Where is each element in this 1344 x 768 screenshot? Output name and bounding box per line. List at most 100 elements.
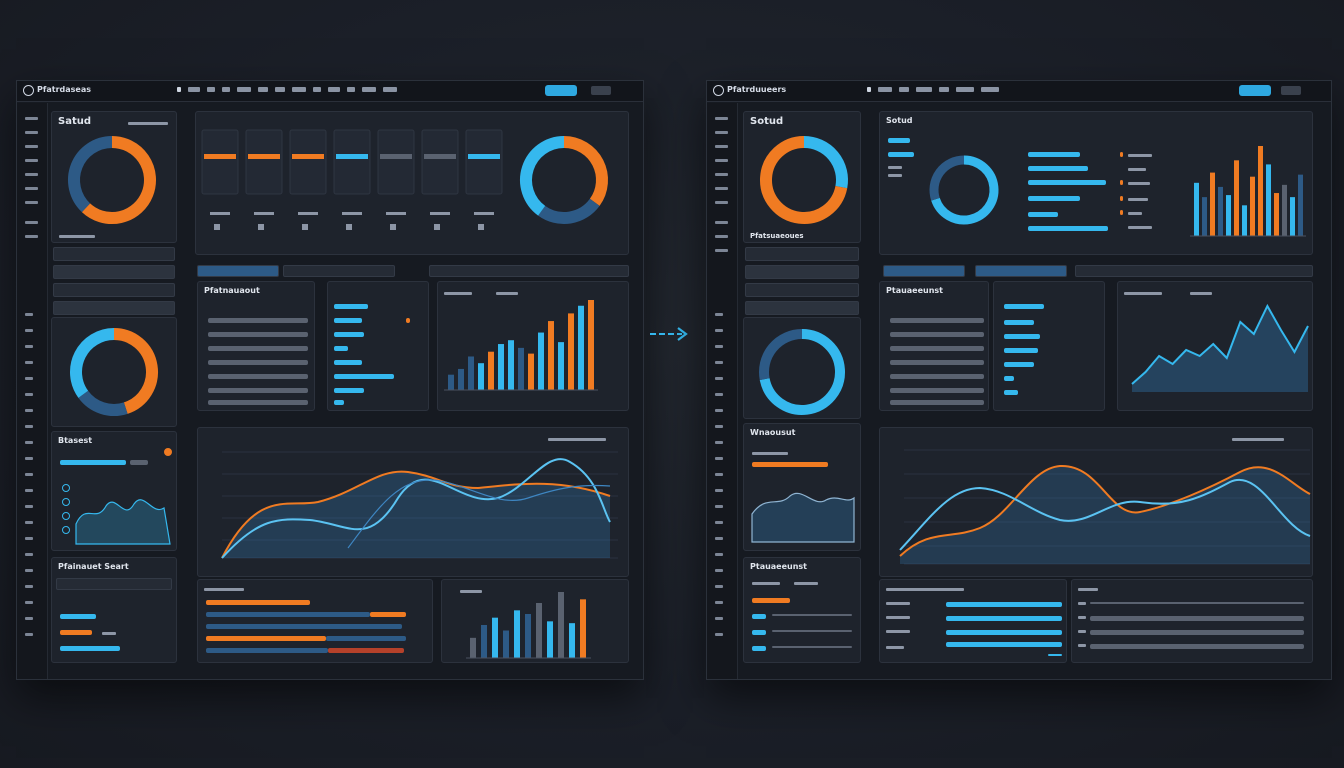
tab-overview[interactable] — [883, 265, 965, 277]
list-panel: Ptauaeeunst — [879, 281, 989, 411]
primary-button[interactable] — [1239, 85, 1271, 96]
bar-mark — [508, 340, 514, 390]
panel-title: Sotud — [750, 116, 784, 127]
tab-details[interactable] — [975, 265, 1067, 277]
bar-mark — [1298, 174, 1303, 236]
bar-mark — [547, 621, 553, 658]
donut-panel — [743, 317, 861, 419]
filter-row[interactable] — [745, 247, 859, 261]
bar-mark — [1282, 184, 1287, 236]
bar-mark — [1250, 176, 1255, 236]
donut-segment — [113, 328, 158, 414]
bar-mark — [536, 603, 542, 658]
donut-segment — [563, 136, 608, 206]
bar-mark — [468, 356, 474, 390]
donut-panel — [51, 317, 177, 427]
right-dashboard-window: Pfatrduueers Sotud Pfatsuaeoues Wnaousut — [706, 80, 1332, 680]
bar-mark — [1218, 186, 1223, 236]
tab-reports[interactable] — [1075, 265, 1313, 277]
logo-icon — [713, 85, 724, 96]
sidebar[interactable] — [707, 103, 738, 679]
bar-mark — [578, 305, 584, 390]
bar-mark — [558, 342, 564, 390]
kpi-label — [386, 212, 406, 215]
top-bar: Pfatrduueers — [707, 81, 1331, 102]
area-fill — [1132, 306, 1308, 392]
section-title: Btasest — [58, 436, 93, 445]
kpi-cards — [201, 129, 503, 230]
bar-mark — [458, 368, 464, 390]
app-brand: Pfatrdaseas — [37, 85, 91, 94]
donut-segment — [929, 155, 965, 201]
list-panel: Pfatnauaout — [197, 281, 315, 411]
kpi-label — [210, 212, 230, 215]
donut-segment — [759, 329, 845, 415]
filter-row[interactable] — [53, 265, 175, 279]
kpi-label — [430, 212, 450, 215]
tab-overview[interactable] — [197, 265, 279, 277]
tab-details[interactable] — [283, 265, 395, 277]
line-chart-panel — [197, 427, 629, 577]
donut-chart-3 — [929, 155, 999, 225]
kpi-bar — [336, 154, 368, 159]
top-nav[interactable] — [867, 87, 999, 92]
kpi-value — [346, 224, 352, 230]
filter-row[interactable] — [53, 301, 175, 315]
filter-row[interactable] — [53, 247, 175, 261]
filter-row[interactable] — [745, 265, 859, 279]
stats-panel: Wnaousut — [743, 423, 861, 551]
filter-row[interactable] — [53, 283, 175, 297]
transition-arrow-icon — [650, 327, 688, 341]
donut-segment — [759, 329, 803, 381]
tab-reports[interactable] — [429, 265, 629, 277]
stats-panel: Btasest — [51, 431, 177, 551]
bar-mark — [498, 344, 504, 390]
kpi-card[interactable] — [333, 129, 371, 195]
kpi-bar — [204, 154, 236, 159]
sidebar[interactable] — [17, 103, 48, 679]
primary-button[interactable] — [545, 85, 577, 96]
top-nav[interactable] — [177, 87, 397, 92]
bar-mark — [588, 300, 594, 390]
bar-chart-panel — [437, 281, 629, 411]
bar-mark — [538, 332, 544, 390]
donut-chart-1 — [68, 136, 156, 224]
kpi-bar — [248, 154, 280, 159]
filter-row[interactable] — [745, 301, 859, 315]
field-row[interactable] — [56, 578, 172, 590]
kpi-card[interactable] — [289, 129, 327, 195]
filter-row[interactable] — [745, 283, 859, 297]
kpi-value — [258, 224, 264, 230]
section-title: Pfainauet Seart — [58, 562, 129, 571]
bar-mark — [568, 313, 574, 390]
progress-panel — [327, 281, 429, 411]
toggle-icon[interactable] — [1281, 86, 1301, 95]
bar-mark — [470, 637, 476, 658]
kpi-card[interactable] — [377, 129, 415, 195]
kpi-label — [254, 212, 274, 215]
kpi-value — [214, 224, 220, 230]
donut-segment — [78, 390, 128, 416]
kpi-label — [474, 212, 494, 215]
kpi-card[interactable] — [465, 129, 503, 195]
summary-panel: Satud — [51, 111, 177, 243]
bar-mark — [518, 347, 524, 390]
bar-mark — [1258, 146, 1263, 236]
donut-chart-3 — [520, 136, 608, 224]
settings-panel: Ptauaeeunst — [743, 557, 861, 663]
kpi-card[interactable] — [421, 129, 459, 195]
settings-panel: Pfainauet Seart — [51, 557, 177, 663]
left-dashboard-window: Pfatrdaseas Satud Btasest — [16, 80, 644, 680]
area-chart — [1131, 303, 1309, 392]
kpi-card[interactable] — [245, 129, 283, 195]
app-brand: Pfatrduueers — [727, 85, 787, 94]
toggle-icon[interactable] — [591, 86, 611, 95]
donut-segment — [760, 136, 848, 224]
bar-mark — [569, 623, 575, 658]
kpi-card[interactable] — [201, 129, 239, 195]
kpi-bar — [292, 154, 324, 159]
kpi-value — [434, 224, 440, 230]
bar-mark — [525, 614, 531, 658]
line-chart — [899, 449, 1311, 565]
bar-mark — [528, 353, 534, 390]
